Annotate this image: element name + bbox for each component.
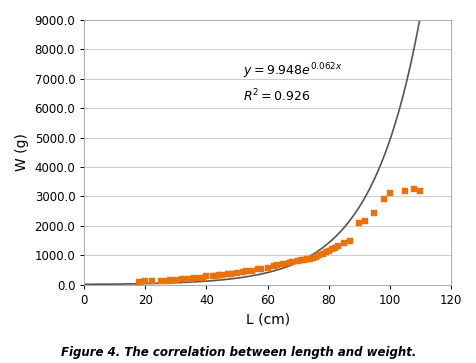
Point xyxy=(339,241,347,246)
Point xyxy=(306,256,314,262)
Point xyxy=(148,278,155,284)
Point xyxy=(157,278,164,284)
Text: $R^2 = 0.926$: $R^2 = 0.926$ xyxy=(243,87,310,104)
Point xyxy=(297,257,304,263)
Point xyxy=(315,252,323,258)
Point xyxy=(218,272,225,278)
Point xyxy=(269,262,277,268)
Point xyxy=(181,276,188,282)
Point xyxy=(300,257,307,262)
Point xyxy=(318,251,326,257)
Point xyxy=(361,219,368,224)
Point xyxy=(294,258,301,264)
Point xyxy=(385,191,393,196)
Point xyxy=(303,256,310,262)
Point xyxy=(196,275,204,281)
Point xyxy=(278,261,286,267)
Point xyxy=(135,279,143,285)
Point xyxy=(248,268,256,273)
Point xyxy=(242,269,249,274)
Point xyxy=(355,220,362,226)
Point xyxy=(257,266,265,272)
Point xyxy=(233,270,240,276)
Point xyxy=(321,249,329,255)
Point xyxy=(227,271,234,277)
Point xyxy=(263,265,271,270)
Point xyxy=(370,210,377,216)
Point xyxy=(211,273,219,278)
Point xyxy=(272,262,280,268)
Point xyxy=(254,266,262,272)
Point xyxy=(215,272,222,278)
Point xyxy=(285,260,292,266)
Point xyxy=(309,255,317,261)
Text: $y = 9.948e^{0.062x}$: $y = 9.948e^{0.062x}$ xyxy=(243,61,342,81)
Point xyxy=(416,188,423,193)
Point xyxy=(224,272,231,277)
Point xyxy=(178,277,186,282)
X-axis label: L (cm): L (cm) xyxy=(245,312,289,326)
Point xyxy=(327,246,335,252)
Point xyxy=(141,278,149,284)
Point xyxy=(409,186,417,192)
Point xyxy=(379,196,387,202)
Point xyxy=(163,278,170,284)
Point xyxy=(199,275,207,281)
Point xyxy=(330,245,338,251)
Point xyxy=(187,276,195,282)
Point xyxy=(166,277,173,283)
Point xyxy=(400,188,408,193)
Point xyxy=(239,269,247,275)
Point xyxy=(208,273,216,279)
Point xyxy=(333,244,341,249)
Point xyxy=(324,248,332,254)
Point xyxy=(172,277,179,283)
Point xyxy=(202,273,210,279)
Point xyxy=(190,276,198,281)
Point xyxy=(312,254,319,260)
Y-axis label: W (g): W (g) xyxy=(15,133,29,171)
Text: Figure 4. The correlation between length and weight.: Figure 4. The correlation between length… xyxy=(60,346,416,359)
Point xyxy=(288,260,295,265)
Point xyxy=(346,238,353,244)
